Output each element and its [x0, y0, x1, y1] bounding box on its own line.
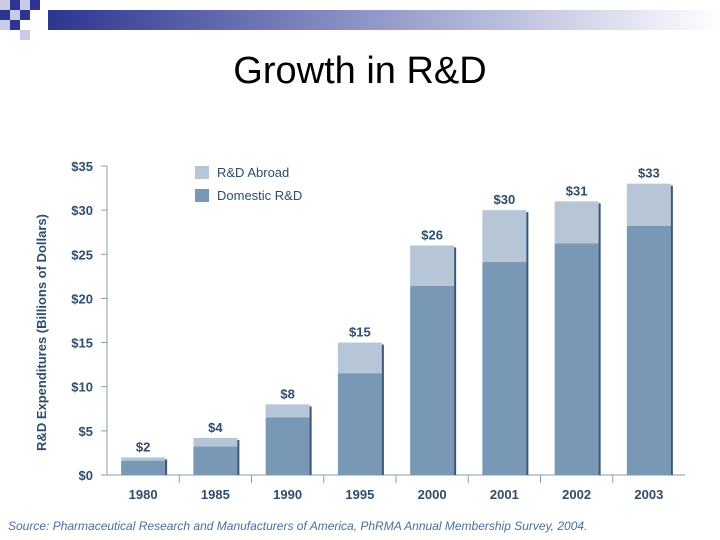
legend-swatch-domestic	[195, 189, 209, 202]
data-label: $31	[566, 183, 588, 198]
y-tick-label: $15	[71, 336, 93, 351]
x-tick-label: 1980	[129, 487, 158, 502]
bar-abroad	[482, 210, 527, 263]
rd-growth-chart: $0 $5 $10 $15 $20 $25 $30 $35 R&D Expenditures (…	[34, 159, 685, 502]
deco-square	[10, 20, 20, 30]
data-label: $26	[421, 227, 443, 242]
y-tick-label: $0	[79, 468, 93, 483]
data-label: $30	[494, 192, 516, 207]
deco-square	[20, 30, 30, 40]
source-note: Source: Pharmaceutical Research and Manu…	[8, 519, 588, 533]
x-tick-label: 1995	[345, 487, 374, 502]
x-tick-label: 1990	[273, 487, 302, 502]
data-label: $2	[136, 439, 150, 454]
bar-domestic	[482, 262, 527, 475]
bar-domestic	[337, 373, 382, 475]
bar-domestic	[410, 286, 455, 475]
data-label: $8	[280, 386, 294, 401]
data-label: $33	[638, 166, 660, 181]
legend-swatch-abroad	[195, 166, 209, 179]
deco-square	[10, 0, 20, 10]
x-tick-label: 1985	[201, 487, 230, 502]
deco-square	[20, 0, 30, 10]
y-tick-label: $20	[71, 291, 93, 306]
deco-gradient-bar	[48, 10, 720, 30]
bar-abroad	[554, 201, 599, 244]
legend-label-abroad: R&D Abroad	[217, 165, 289, 180]
deco-square	[0, 20, 10, 30]
slide-title: Growth in R&D	[233, 50, 487, 92]
bar-abroad	[121, 457, 166, 461]
x-tick-label: 2000	[418, 487, 447, 502]
bar-abroad	[410, 245, 455, 287]
bar-domestic	[121, 460, 166, 475]
y-axis-title: R&D Expenditures (Billions of Dollars)	[34, 214, 49, 451]
deco-square	[10, 10, 20, 20]
bar-abroad	[265, 404, 310, 418]
bar-domestic	[626, 226, 671, 475]
legend-label-domestic: Domestic R&D	[217, 188, 302, 203]
y-tick-label: $25	[71, 247, 93, 262]
deco-square	[0, 0, 10, 10]
deco-square	[20, 10, 30, 20]
deco-square	[0, 10, 10, 20]
y-tick-label: $35	[71, 159, 93, 174]
deco-square	[30, 0, 40, 10]
bar-domestic	[265, 417, 310, 475]
data-label: $15	[349, 325, 371, 340]
data-label: $4	[208, 420, 223, 435]
bar-abroad	[193, 437, 238, 447]
bar-abroad	[626, 183, 671, 227]
x-tick-label: 2001	[490, 487, 519, 502]
y-tick-label: $10	[71, 380, 93, 395]
bar-abroad	[337, 342, 382, 374]
y-tick-label: $5	[79, 424, 93, 439]
bar-domestic	[193, 446, 238, 475]
x-tick-label: 2003	[634, 487, 663, 502]
x-tick-label: 2002	[562, 487, 591, 502]
title-decoration	[0, 0, 720, 40]
y-tick-label: $30	[71, 203, 93, 218]
bar-domestic	[554, 243, 599, 475]
